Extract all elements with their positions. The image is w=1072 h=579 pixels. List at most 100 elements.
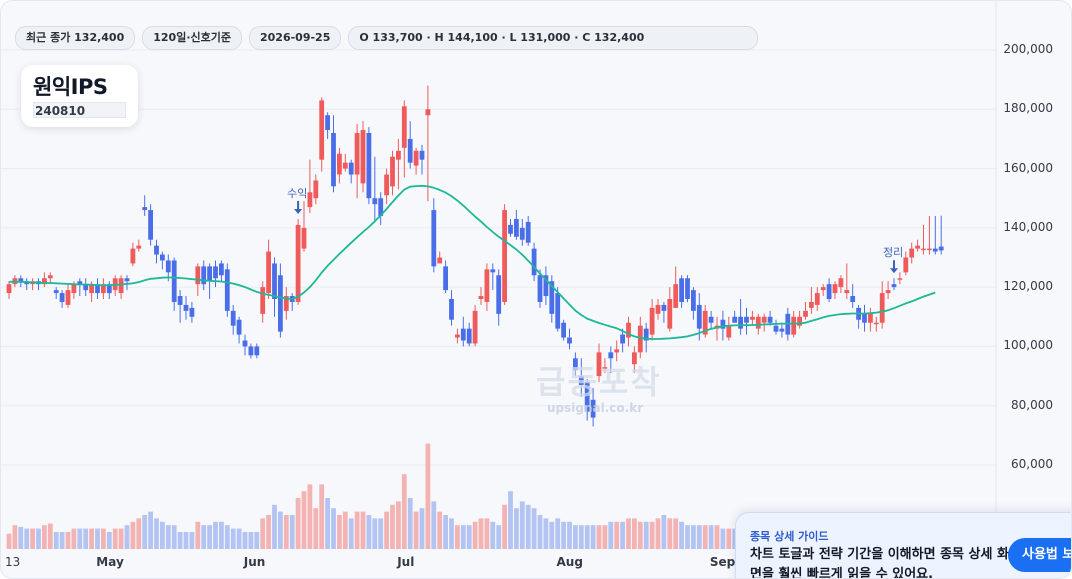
volume-bar <box>431 501 437 549</box>
volume-bar <box>484 518 490 549</box>
candle-body <box>95 284 100 294</box>
candle <box>927 216 932 255</box>
volume-bar <box>183 532 189 549</box>
volume-bar <box>466 525 472 549</box>
candle-body <box>555 293 561 329</box>
volume-bar <box>637 521 643 549</box>
candle-body <box>496 275 502 314</box>
candle <box>750 310 755 326</box>
volume-bar <box>720 528 726 549</box>
candle-body <box>472 310 478 344</box>
candle-body <box>679 278 684 302</box>
candle <box>502 204 507 305</box>
candle-body <box>372 198 378 205</box>
candle <box>455 328 460 344</box>
candle <box>826 278 832 302</box>
candle <box>266 239 271 299</box>
volume-bar <box>201 525 207 549</box>
candle <box>484 263 490 311</box>
candle <box>59 290 65 308</box>
period-pill[interactable]: 120일·신호기준 <box>142 26 242 50</box>
volume-bar <box>165 525 171 549</box>
candles <box>6 85 944 427</box>
candle <box>508 218 513 237</box>
volume-bar <box>378 518 384 549</box>
candle <box>885 281 891 299</box>
candle-body <box>673 284 679 308</box>
candle-body <box>384 174 389 196</box>
candle <box>36 278 41 291</box>
candle-body <box>761 316 767 323</box>
candle-body <box>738 316 743 329</box>
volume-bar <box>254 532 260 549</box>
candle-body <box>838 278 844 288</box>
candle-body <box>519 227 525 240</box>
candle <box>301 201 307 252</box>
volume-bar <box>30 528 35 549</box>
candle-body <box>154 245 159 255</box>
volume-bar <box>596 525 602 549</box>
candle <box>136 239 142 252</box>
candle-body <box>337 153 342 175</box>
guide-button[interactable]: 사용법 보기 <box>1008 538 1071 572</box>
candle <box>177 290 183 323</box>
candle-body <box>401 106 407 148</box>
candle-body <box>543 275 549 297</box>
volume-bar <box>118 528 124 549</box>
candle-body <box>773 325 779 332</box>
candle-body <box>903 257 909 273</box>
y-tick-label: 140,000 <box>1003 219 1053 234</box>
candle <box>95 278 100 299</box>
x-tick-label: Jun <box>243 555 266 569</box>
ma-line <box>9 184 936 340</box>
volume-bar <box>413 511 419 549</box>
volume-bar <box>331 508 336 549</box>
candle <box>643 322 649 353</box>
volume-bar <box>549 521 555 549</box>
candle-body <box>254 346 260 356</box>
candle <box>726 316 732 341</box>
candle-body <box>124 278 130 282</box>
candle-body <box>685 278 690 299</box>
candle <box>260 281 266 323</box>
volume-bar <box>632 518 637 549</box>
candle <box>431 198 437 273</box>
candle-body <box>77 281 83 285</box>
date-pill: 2026-09-25 <box>249 26 342 50</box>
candle <box>77 278 83 297</box>
candle <box>348 159 354 184</box>
candle-body <box>667 299 673 329</box>
x-tick-label: Sep <box>709 555 736 569</box>
volume-bar <box>171 525 177 549</box>
candle-body <box>561 322 566 338</box>
candle <box>496 269 502 326</box>
candle <box>425 85 431 202</box>
volume-bar <box>602 525 608 549</box>
candle <box>626 316 631 347</box>
candle-body <box>455 334 460 338</box>
candle-body <box>578 376 584 385</box>
candle-body <box>183 304 189 311</box>
candle-body <box>632 352 637 365</box>
candle-body <box>65 290 71 305</box>
candle-body <box>460 328 466 341</box>
volume-bar <box>106 532 112 549</box>
candle-body <box>584 382 590 412</box>
candle-body <box>59 293 65 302</box>
volume-bar <box>230 528 236 549</box>
candle <box>272 257 277 317</box>
candle-body <box>620 334 625 344</box>
candle <box>868 307 873 332</box>
watermark-logo: 급등포착 <box>536 363 662 401</box>
volume-bar <box>342 511 348 549</box>
candle-body <box>921 248 926 251</box>
volume-bar <box>148 511 153 549</box>
candle <box>761 313 767 332</box>
volume-bar <box>266 515 271 549</box>
candle <box>525 216 531 246</box>
candle-body <box>649 307 655 335</box>
volume-bar <box>396 501 401 549</box>
volume-bar <box>36 528 41 549</box>
candle-body <box>53 290 59 294</box>
